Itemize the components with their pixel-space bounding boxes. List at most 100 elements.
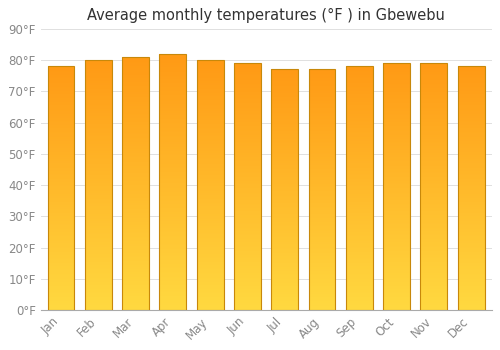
Bar (308, 254, 336, 255)
Bar (383, 147, 410, 148)
Bar (272, 130, 298, 131)
Bar (458, 138, 484, 140)
Bar (197, 304, 224, 305)
Bar (197, 257, 224, 258)
Bar (458, 246, 484, 247)
Bar (122, 87, 149, 89)
Bar (420, 189, 448, 190)
Bar (346, 251, 372, 252)
Bar (234, 251, 261, 252)
Bar (234, 187, 261, 188)
Bar (383, 234, 410, 235)
Bar (85, 214, 112, 215)
Bar (197, 217, 224, 218)
Bar (383, 267, 410, 268)
Bar (160, 114, 186, 115)
Bar (420, 90, 448, 92)
Bar (272, 261, 298, 262)
Bar (420, 69, 448, 71)
Bar (346, 66, 372, 68)
Bar (48, 116, 74, 118)
Bar (197, 133, 224, 134)
Bar (234, 285, 261, 286)
Bar (48, 146, 74, 147)
Bar (197, 90, 224, 91)
Bar (160, 130, 186, 131)
Bar (458, 136, 484, 137)
Bar (85, 155, 112, 156)
Bar (122, 157, 149, 158)
Bar (272, 294, 298, 295)
Bar (346, 158, 372, 159)
Bar (197, 240, 224, 241)
Bar (122, 77, 149, 78)
Bar (160, 90, 186, 91)
Bar (85, 293, 112, 294)
Bar (48, 166, 74, 168)
Bar (458, 203, 484, 204)
Bar (197, 239, 224, 240)
Bar (197, 104, 224, 105)
Bar (272, 295, 298, 296)
Bar (122, 107, 149, 109)
Bar (122, 275, 149, 276)
Bar (272, 162, 298, 163)
Bar (272, 155, 298, 156)
Bar (85, 80, 112, 81)
Bar (272, 286, 298, 287)
Bar (383, 272, 410, 273)
Bar (122, 215, 149, 217)
Bar (458, 137, 484, 138)
Bar (420, 142, 448, 144)
Bar (160, 54, 186, 310)
Bar (458, 191, 484, 192)
Bar (458, 83, 484, 85)
Bar (308, 151, 336, 153)
Bar (272, 214, 298, 215)
Bar (197, 128, 224, 129)
Bar (122, 68, 149, 70)
Bar (122, 304, 149, 305)
Bar (122, 137, 149, 138)
Bar (308, 300, 336, 301)
Bar (420, 121, 448, 122)
Bar (346, 304, 372, 306)
Bar (48, 69, 74, 70)
Bar (122, 190, 149, 191)
Bar (383, 67, 410, 68)
Bar (272, 303, 298, 304)
Bar (160, 80, 186, 82)
Bar (458, 308, 484, 309)
Bar (122, 189, 149, 190)
Bar (48, 169, 74, 170)
Bar (122, 282, 149, 284)
Bar (272, 280, 298, 281)
Bar (346, 244, 372, 246)
Bar (458, 220, 484, 221)
Bar (85, 218, 112, 219)
Bar (383, 141, 410, 142)
Bar (420, 241, 448, 243)
Bar (160, 304, 186, 305)
Bar (420, 244, 448, 245)
Bar (458, 192, 484, 193)
Bar (383, 163, 410, 164)
Bar (85, 72, 112, 74)
Bar (383, 176, 410, 177)
Bar (346, 97, 372, 98)
Bar (420, 104, 448, 105)
Bar (308, 209, 336, 210)
Bar (160, 194, 186, 195)
Bar (383, 295, 410, 297)
Bar (48, 177, 74, 178)
Bar (458, 201, 484, 202)
Bar (458, 298, 484, 299)
Bar (272, 183, 298, 184)
Bar (308, 126, 336, 127)
Bar (234, 240, 261, 241)
Bar (308, 92, 336, 93)
Bar (160, 285, 186, 286)
Bar (85, 300, 112, 302)
Bar (383, 214, 410, 215)
Bar (48, 141, 74, 142)
